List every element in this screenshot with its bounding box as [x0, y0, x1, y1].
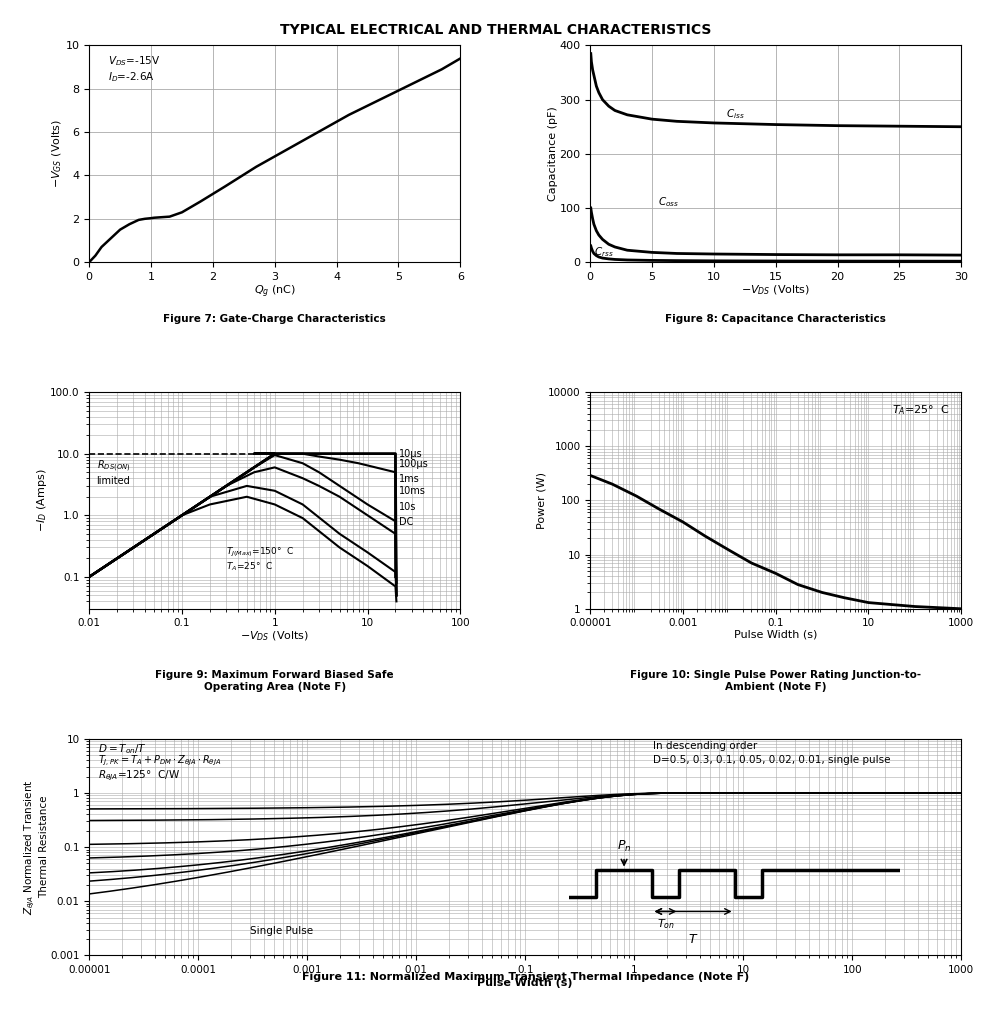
Text: $T_{J(Max)}$=150°  C
$T_A$=25°  C: $T_{J(Max)}$=150° C $T_A$=25° C — [226, 546, 294, 573]
X-axis label: Pulse Width (s): Pulse Width (s) — [734, 630, 818, 640]
Text: $V_{DS}$=-15V
$I_D$=-2.6A: $V_{DS}$=-15V $I_D$=-2.6A — [108, 55, 160, 84]
Text: 10s: 10s — [399, 502, 416, 513]
Text: $C_{rss}$: $C_{rss}$ — [594, 246, 613, 260]
Title: Figure 8: Capacitance Characteristics: Figure 8: Capacitance Characteristics — [665, 313, 886, 324]
Text: 100μs: 100μs — [399, 459, 429, 469]
X-axis label: Pulse Width (s): Pulse Width (s) — [478, 978, 573, 988]
Text: 10ms: 10ms — [399, 486, 426, 496]
X-axis label: $-V_{DS}$ (Volts): $-V_{DS}$ (Volts) — [240, 630, 309, 643]
Y-axis label: Capacitance (pF): Capacitance (pF) — [548, 106, 558, 201]
Text: $C_{oss}$: $C_{oss}$ — [658, 195, 679, 209]
Text: TYPICAL ELECTRICAL AND THERMAL CHARACTERISTICS: TYPICAL ELECTRICAL AND THERMAL CHARACTER… — [279, 23, 712, 37]
Text: $T_A$=25°  C: $T_A$=25° C — [893, 403, 950, 417]
Text: $T_{J,PK}=T_A+P_{DM}\cdot Z_{\theta JA}\cdot R_{\theta JA}$: $T_{J,PK}=T_A+P_{DM}\cdot Z_{\theta JA}\… — [98, 754, 221, 768]
Y-axis label: $-V_{GS}$ (Volts): $-V_{GS}$ (Volts) — [51, 119, 64, 188]
Text: DC: DC — [399, 517, 413, 527]
Text: D=0.5, 0.3, 0.1, 0.05, 0.02, 0.01, single pulse: D=0.5, 0.3, 0.1, 0.05, 0.02, 0.01, singl… — [653, 755, 891, 765]
Text: 10μs: 10μs — [399, 449, 423, 459]
Text: 1ms: 1ms — [399, 474, 420, 484]
Y-axis label: $-I_D$ (Amps): $-I_D$ (Amps) — [35, 469, 49, 532]
Title: Figure 7: Gate-Charge Characteristics: Figure 7: Gate-Charge Characteristics — [164, 313, 386, 324]
Text: Single Pulse: Single Pulse — [250, 926, 313, 936]
Text: $R_{DS(ON)}$
limited: $R_{DS(ON)}$ limited — [96, 459, 130, 485]
Title: Figure 10: Single Pulse Power Rating Junction-to-
Ambient (Note F): Figure 10: Single Pulse Power Rating Jun… — [630, 670, 922, 692]
Text: $D=T_{on}/T$: $D=T_{on}/T$ — [98, 742, 147, 756]
Y-axis label: Power (W): Power (W) — [536, 472, 546, 529]
Text: $C_{iss}$: $C_{iss}$ — [726, 107, 745, 120]
X-axis label: $-V_{DS}$ (Volts): $-V_{DS}$ (Volts) — [741, 283, 811, 297]
Y-axis label: $Z_{\theta JA}$ Normalized Transient
Thermal Resistance: $Z_{\theta JA}$ Normalized Transient The… — [23, 779, 49, 915]
Title: Figure 11: Normalized Maximum Transient Thermal Impedance (Note F): Figure 11: Normalized Maximum Transient … — [301, 973, 749, 982]
Text: In descending order: In descending order — [653, 741, 758, 751]
Text: $R_{\theta JA}$=125°  C/W: $R_{\theta JA}$=125° C/W — [98, 768, 179, 783]
X-axis label: $Q_g$ (nC): $Q_g$ (nC) — [254, 283, 295, 299]
Title: Figure 9: Maximum Forward Biased Safe
Operating Area (Note F): Figure 9: Maximum Forward Biased Safe Op… — [156, 670, 394, 692]
